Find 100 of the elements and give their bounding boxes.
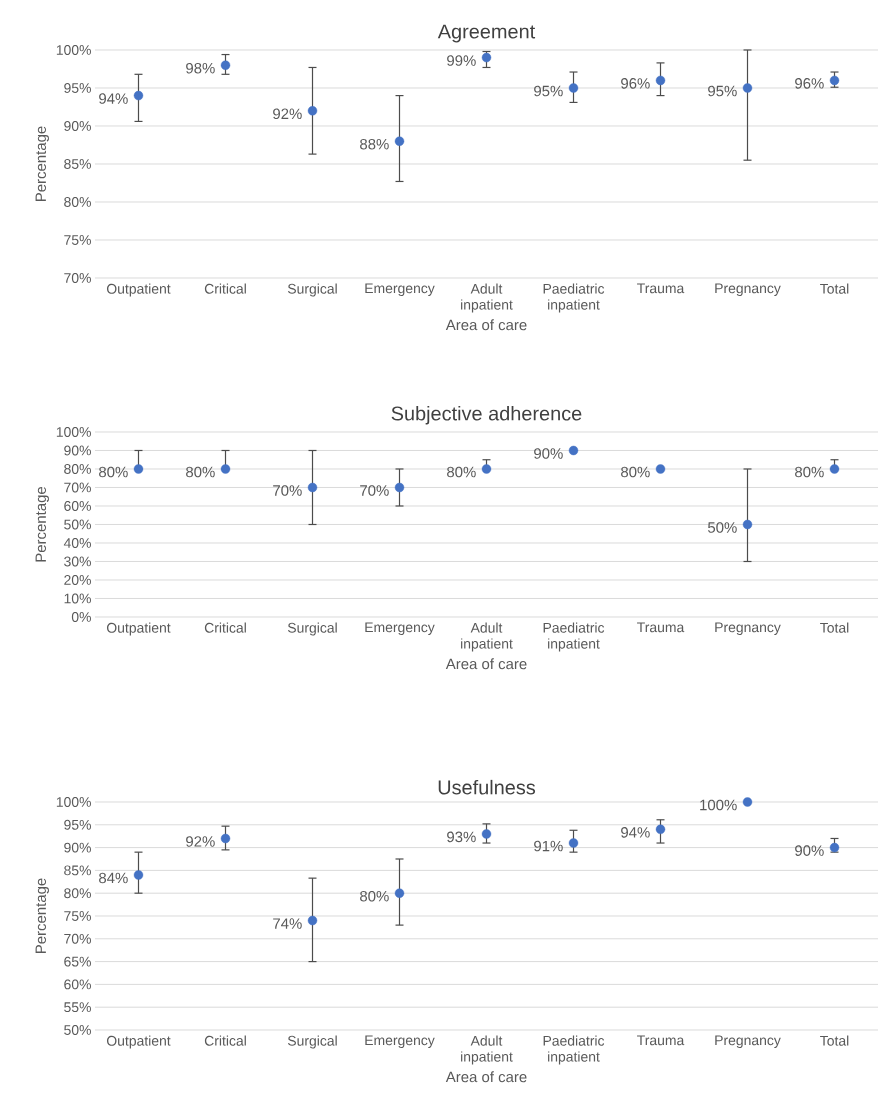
y-tick-label: 55% — [64, 1002, 91, 1013]
y-tick-label: 85% — [64, 865, 91, 876]
x-tick-label: Surgical — [287, 1035, 337, 1049]
x-tick-label: Emergency — [365, 1035, 435, 1048]
y-tick-label: 80% — [64, 888, 91, 899]
y-tick-label: 60% — [64, 979, 91, 990]
point — [307, 482, 318, 493]
point — [742, 83, 753, 93]
point — [481, 52, 492, 63]
data-label: 70% — [273, 485, 302, 496]
point — [220, 464, 231, 474]
y-tick-label: 70% — [64, 482, 91, 493]
y-tick-label: 100% — [56, 427, 91, 437]
x-tick-label: Outpatient — [106, 622, 171, 636]
y-tick-label: 75% — [64, 235, 91, 245]
data-label: 92% — [273, 108, 302, 120]
point — [220, 833, 231, 844]
x-tick-label: Adult inpatient — [461, 283, 513, 313]
data-label: 96% — [621, 78, 650, 89]
y-tick-label: 60% — [64, 501, 91, 511]
x-tick-label: Outpatient — [106, 1035, 171, 1049]
x-tick-label: Critical — [204, 283, 246, 294]
y-axis-title: Percentage — [35, 126, 49, 201]
x-tick-label: Paediatric inpatient — [543, 283, 605, 313]
point — [568, 838, 579, 848]
x-axis-title: Area of care — [445, 658, 527, 670]
x-tick-label: Adult inpatient — [461, 1035, 513, 1065]
data-label: 95% — [708, 85, 737, 97]
x-tick-label: Emergency — [365, 283, 435, 296]
point — [568, 83, 579, 93]
point — [829, 464, 840, 474]
data-label: 80% — [447, 466, 476, 478]
data-label: 91% — [534, 840, 563, 852]
y-tick-label: 80% — [64, 464, 91, 474]
chart-title: Usefulness — [438, 779, 536, 795]
x-tick-label: Pregnancy — [715, 622, 781, 635]
point — [829, 842, 840, 853]
point — [394, 136, 405, 146]
x-tick-label: Critical — [204, 1035, 246, 1046]
y-tick-label: 90% — [64, 842, 91, 853]
y-tick-label: 65% — [64, 956, 91, 967]
data-label: 100% — [700, 799, 737, 811]
point — [829, 75, 840, 86]
data-label: 90% — [534, 448, 563, 459]
y-tick-label: 20% — [64, 575, 91, 585]
data-label: 80% — [795, 466, 824, 478]
y-tick-label: 70% — [64, 273, 91, 283]
x-tick-label: Critical — [204, 622, 246, 633]
data-label: 80% — [360, 890, 389, 902]
point — [481, 464, 492, 474]
y-tick-label: 40% — [63, 538, 91, 548]
y-tick-label: 95% — [64, 819, 91, 830]
x-tick-label: Total — [820, 1035, 849, 1046]
x-tick-label: Surgical — [287, 622, 337, 636]
data-label: 70% — [360, 485, 389, 496]
y-tick-label: 50% — [64, 1025, 91, 1035]
x-tick-label: Trauma — [637, 1035, 685, 1046]
y-axis-title: Percentage — [35, 486, 49, 562]
data-label: 94% — [99, 93, 128, 104]
point — [307, 915, 318, 926]
point — [394, 888, 405, 898]
y-tick-label: 75% — [64, 911, 91, 921]
point — [742, 519, 753, 530]
data-label: 95% — [534, 85, 563, 97]
point — [655, 464, 666, 474]
x-tick-label: Surgical — [287, 283, 337, 297]
point — [394, 482, 405, 493]
data-label: 84% — [99, 872, 128, 884]
x-tick-label: Outpatient — [106, 283, 171, 297]
y-tick-label: 50% — [64, 519, 91, 530]
data-label: 98% — [186, 62, 215, 74]
data-label: 88% — [360, 138, 389, 150]
x-tick-label: Trauma — [637, 283, 685, 294]
y-tick-label: 95% — [64, 83, 91, 93]
chart-title: Subjective adherence — [391, 405, 582, 425]
x-tick-label: Total — [820, 622, 849, 633]
x-axis-title: Area of care — [445, 319, 527, 331]
x-tick-label: Trauma — [637, 622, 685, 633]
x-tick-label: Pregnancy — [715, 283, 781, 296]
data-label: 96% — [795, 78, 824, 89]
x-tick-label: Pregnancy — [715, 1035, 781, 1048]
point — [133, 90, 144, 101]
data-label: 94% — [621, 827, 650, 838]
point — [307, 106, 318, 116]
y-axis-title: Percentage — [35, 878, 49, 953]
y-tick-label: 10% — [64, 593, 91, 604]
x-tick-label: Paediatric inpatient — [543, 1035, 605, 1065]
y-tick-label: 90% — [64, 445, 91, 456]
data-label: 80% — [99, 466, 128, 478]
data-label: 99% — [447, 55, 476, 66]
y-tick-label: 70% — [64, 933, 91, 944]
y-tick-label: 100% — [56, 45, 91, 55]
point — [568, 445, 579, 456]
point — [220, 60, 231, 70]
data-label: 74% — [273, 918, 302, 929]
x-tick-label: Emergency — [365, 622, 435, 635]
point — [655, 824, 666, 835]
data-label: 90% — [795, 845, 824, 856]
y-tick-label: 80% — [64, 197, 91, 207]
y-tick-label: 85% — [64, 159, 91, 169]
